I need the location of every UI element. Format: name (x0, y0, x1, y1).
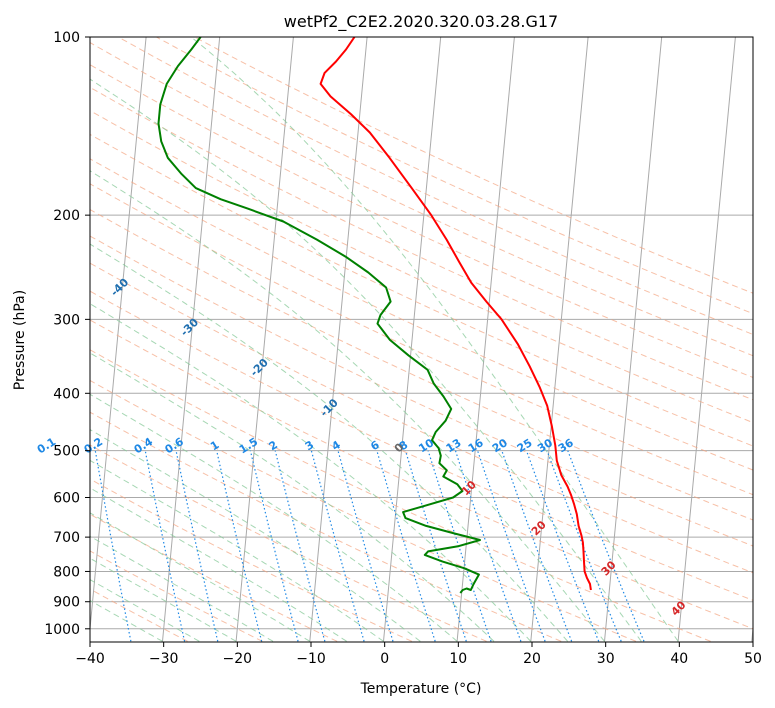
isotherm-line (383, 37, 442, 642)
y-tick-label: 1000 (44, 622, 80, 638)
y-tick-label: 800 (53, 564, 80, 580)
dry-adiabat-line (90, 379, 637, 642)
isotherm-line (456, 37, 515, 642)
moist-adiabat-line (90, 393, 458, 642)
moist-adiabat-line (90, 429, 421, 642)
moist-adiabat-line (90, 487, 347, 642)
y-axis-title: Pressure (hPa) (12, 290, 28, 390)
plot-frame (89, 36, 754, 643)
axes: −40 −30 −20 −10 0 10 20 30 40 50 100 200 300 400 500 60… (44, 30, 762, 667)
mixing-ratio-line (525, 450, 600, 642)
mixing-ratio-line (216, 450, 263, 642)
y-tick-label: 200 (53, 208, 80, 224)
isotherm-line (677, 37, 736, 642)
y-tick-label: 700 (53, 530, 80, 546)
isotherm-line (604, 37, 663, 642)
x-tick-label: −20 (223, 651, 253, 667)
moist-adiabat-line (90, 352, 495, 642)
temperature-profile-line (319, 37, 592, 591)
moist-adiabat-line (90, 459, 384, 642)
dewpoint-profile-line (157, 37, 481, 594)
y-tick-label: 400 (53, 386, 80, 402)
y-tick-label: 500 (53, 444, 80, 460)
isotherm-line (235, 37, 294, 642)
mixing-ratio-line (175, 450, 219, 642)
moist-adiabat-line (190, 37, 679, 642)
isotherm-line (162, 37, 221, 642)
mixing-ratio-line (404, 450, 467, 642)
mixing-ratio-line (274, 450, 326, 642)
y-tick-label: 100 (53, 30, 80, 46)
moist-adiabat-line (90, 170, 605, 642)
isotherm-line (530, 37, 589, 642)
y-tick-label: 900 (53, 595, 80, 611)
x-tick-label: −10 (296, 651, 326, 667)
x-tick-label: 20 (523, 651, 541, 667)
mixing-ratio-line (477, 450, 546, 642)
mixing-ratio-line (546, 450, 622, 642)
dry-adiabat-line (90, 262, 753, 574)
x-tick-label: 30 (597, 651, 615, 667)
dry-adiabat-line (90, 478, 413, 642)
moist-adiabat-line (90, 78, 642, 642)
mixing-ratio-line (567, 450, 645, 642)
mixing-ratio-line (337, 450, 394, 642)
profile-lines (157, 37, 592, 594)
x-tick-label: 50 (744, 651, 762, 667)
mixing-ratio-line (501, 450, 573, 642)
moist-adiabat-line (90, 243, 568, 642)
x-tick-label: 40 (670, 651, 688, 667)
x-tick-label: −40 (75, 651, 105, 667)
moist-adiabat-line (90, 599, 163, 642)
background-lines (90, 37, 753, 642)
mixing-ratio-line (249, 450, 299, 642)
x-tick-label: −30 (149, 651, 179, 667)
dry-adiabat-line (90, 290, 753, 601)
mixing-ratio-line (427, 450, 492, 642)
mixing-ratio-line (376, 450, 436, 642)
mixing-ratio-line (454, 450, 522, 642)
dry-adiabat-line (90, 513, 338, 642)
mixing-ratio-line (310, 450, 365, 642)
chart-title: wetPf2_C2E2.2020.320.03.28.G17 (284, 12, 558, 32)
x-tick-label: 10 (449, 651, 467, 667)
x-axis-title: Temperature (°C) (360, 681, 482, 697)
mixing-ratio-line (144, 450, 186, 642)
y-tick-label: 600 (53, 491, 80, 507)
dry-adiabat-line (90, 411, 562, 642)
x-tick-label: 0 (380, 651, 389, 667)
y-tick-label: 300 (53, 312, 80, 328)
